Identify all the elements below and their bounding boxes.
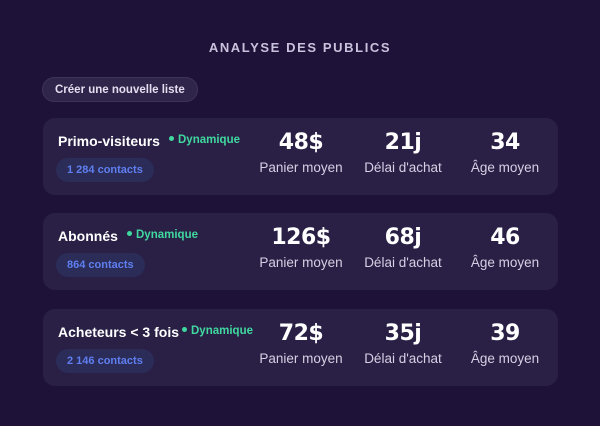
stat-label: Délai d'achat [364, 160, 442, 175]
stat-label: Délai d'achat [364, 255, 442, 270]
stat-value: 35j [384, 321, 422, 346]
audience-card-acheteurs[interactable]: Acheteurs < 3 fois Dynamique 2 146 conta… [43, 309, 558, 386]
stat-value: 34 [490, 130, 520, 155]
contacts-count-badge[interactable]: 1 284 contacts [56, 158, 154, 182]
stat-value: 68j [384, 225, 422, 250]
stat-label: Panier moyen [259, 255, 343, 270]
status-dot-icon [127, 231, 132, 237]
stat-value: 39 [490, 321, 520, 346]
dynamic-label: Dynamique [178, 134, 240, 146]
stat-label: Délai d'achat [364, 351, 442, 366]
stat-average-age: 34 Âge moyen [450, 130, 560, 177]
audience-name: Abonnés [58, 228, 118, 244]
audience-name: Primo-visiteurs [58, 133, 160, 149]
audience-name: Acheteurs < 3 fois [58, 324, 179, 340]
stat-average-basket: 126$ Panier moyen [246, 225, 356, 272]
stat-purchase-delay: 21j Délai d'achat [348, 130, 458, 177]
stat-label: Âge moyen [470, 351, 540, 366]
contacts-count-badge[interactable]: 2 146 contacts [56, 349, 154, 373]
stat-value: 48$ [278, 130, 324, 155]
stat-label: Âge moyen [470, 255, 540, 270]
status-dot-icon [169, 136, 174, 142]
dynamic-badge: Dynamique [169, 134, 240, 146]
stat-average-basket: 72$ Panier moyen [246, 321, 356, 368]
page-title: ANALYSE DES PUBLICS [208, 40, 392, 55]
stat-average-basket: 48$ Panier moyen [246, 130, 356, 177]
status-dot-icon [182, 327, 187, 333]
stat-label: Panier moyen [259, 160, 343, 175]
dynamic-label: Dynamique [136, 229, 198, 241]
stat-value: 126$ [271, 225, 331, 250]
stat-value: 46 [490, 225, 520, 250]
stat-label: Panier moyen [259, 351, 343, 366]
dynamic-badge: Dynamique [182, 325, 253, 337]
audience-card-abonnes[interactable]: Abonnés Dynamique 864 contacts 126$ Pani… [43, 213, 558, 290]
dynamic-label: Dynamique [191, 325, 253, 337]
stat-average-age: 46 Âge moyen [450, 225, 560, 272]
stat-value: 21j [384, 130, 422, 155]
contacts-count-badge[interactable]: 864 contacts [56, 253, 145, 277]
stat-average-age: 39 Âge moyen [450, 321, 560, 368]
create-list-button[interactable]: Créer une nouvelle liste [42, 77, 198, 102]
stat-value: 72$ [278, 321, 324, 346]
stat-purchase-delay: 68j Délai d'achat [348, 225, 458, 272]
stat-purchase-delay: 35j Délai d'achat [348, 321, 458, 368]
audience-card-primo-visiteurs[interactable]: Primo-visiteurs Dynamique 1 284 contacts… [43, 118, 558, 195]
dynamic-badge: Dynamique [127, 229, 198, 241]
stat-label: Âge moyen [470, 160, 540, 175]
